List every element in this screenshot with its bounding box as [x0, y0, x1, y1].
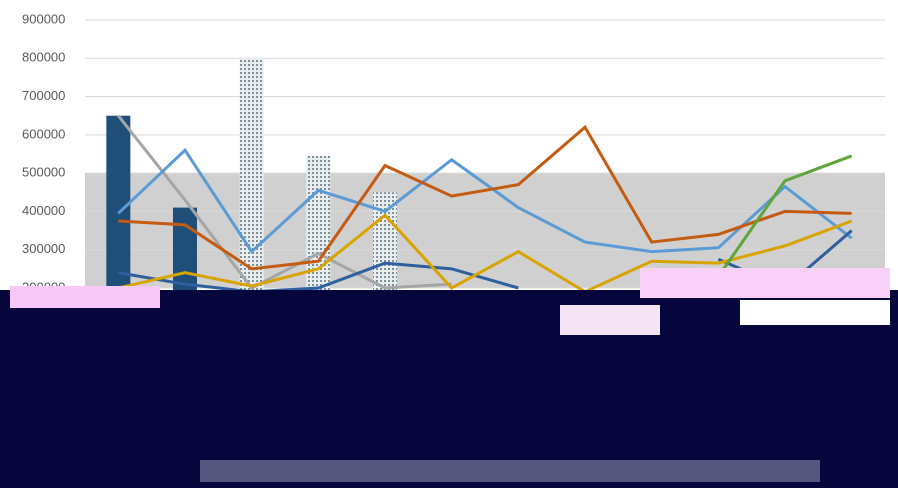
- y-tick-label: 400000: [22, 203, 65, 218]
- plot-area: [106, 58, 853, 290]
- line: [717, 154, 853, 278]
- y-tick-label: 900000: [22, 11, 65, 26]
- bar: [306, 155, 331, 290]
- corrupted-block: [560, 305, 660, 335]
- corrupted-block: [740, 300, 890, 325]
- corrupted-block: [640, 268, 890, 298]
- y-tick-label: 800000: [22, 50, 65, 65]
- y-tick-label: 600000: [22, 126, 65, 141]
- bar: [106, 115, 131, 290]
- corrupted-block: [10, 286, 160, 308]
- line: [117, 147, 853, 254]
- y-tick-label: 500000: [22, 165, 65, 180]
- y-tick-label: 700000: [22, 88, 65, 103]
- corrupted-legend: [200, 460, 820, 482]
- bottom-edge: [0, 488, 898, 495]
- y-tick-label: 300000: [22, 241, 65, 256]
- bar: [173, 207, 197, 290]
- line: [118, 124, 852, 271]
- line: [117, 114, 452, 290]
